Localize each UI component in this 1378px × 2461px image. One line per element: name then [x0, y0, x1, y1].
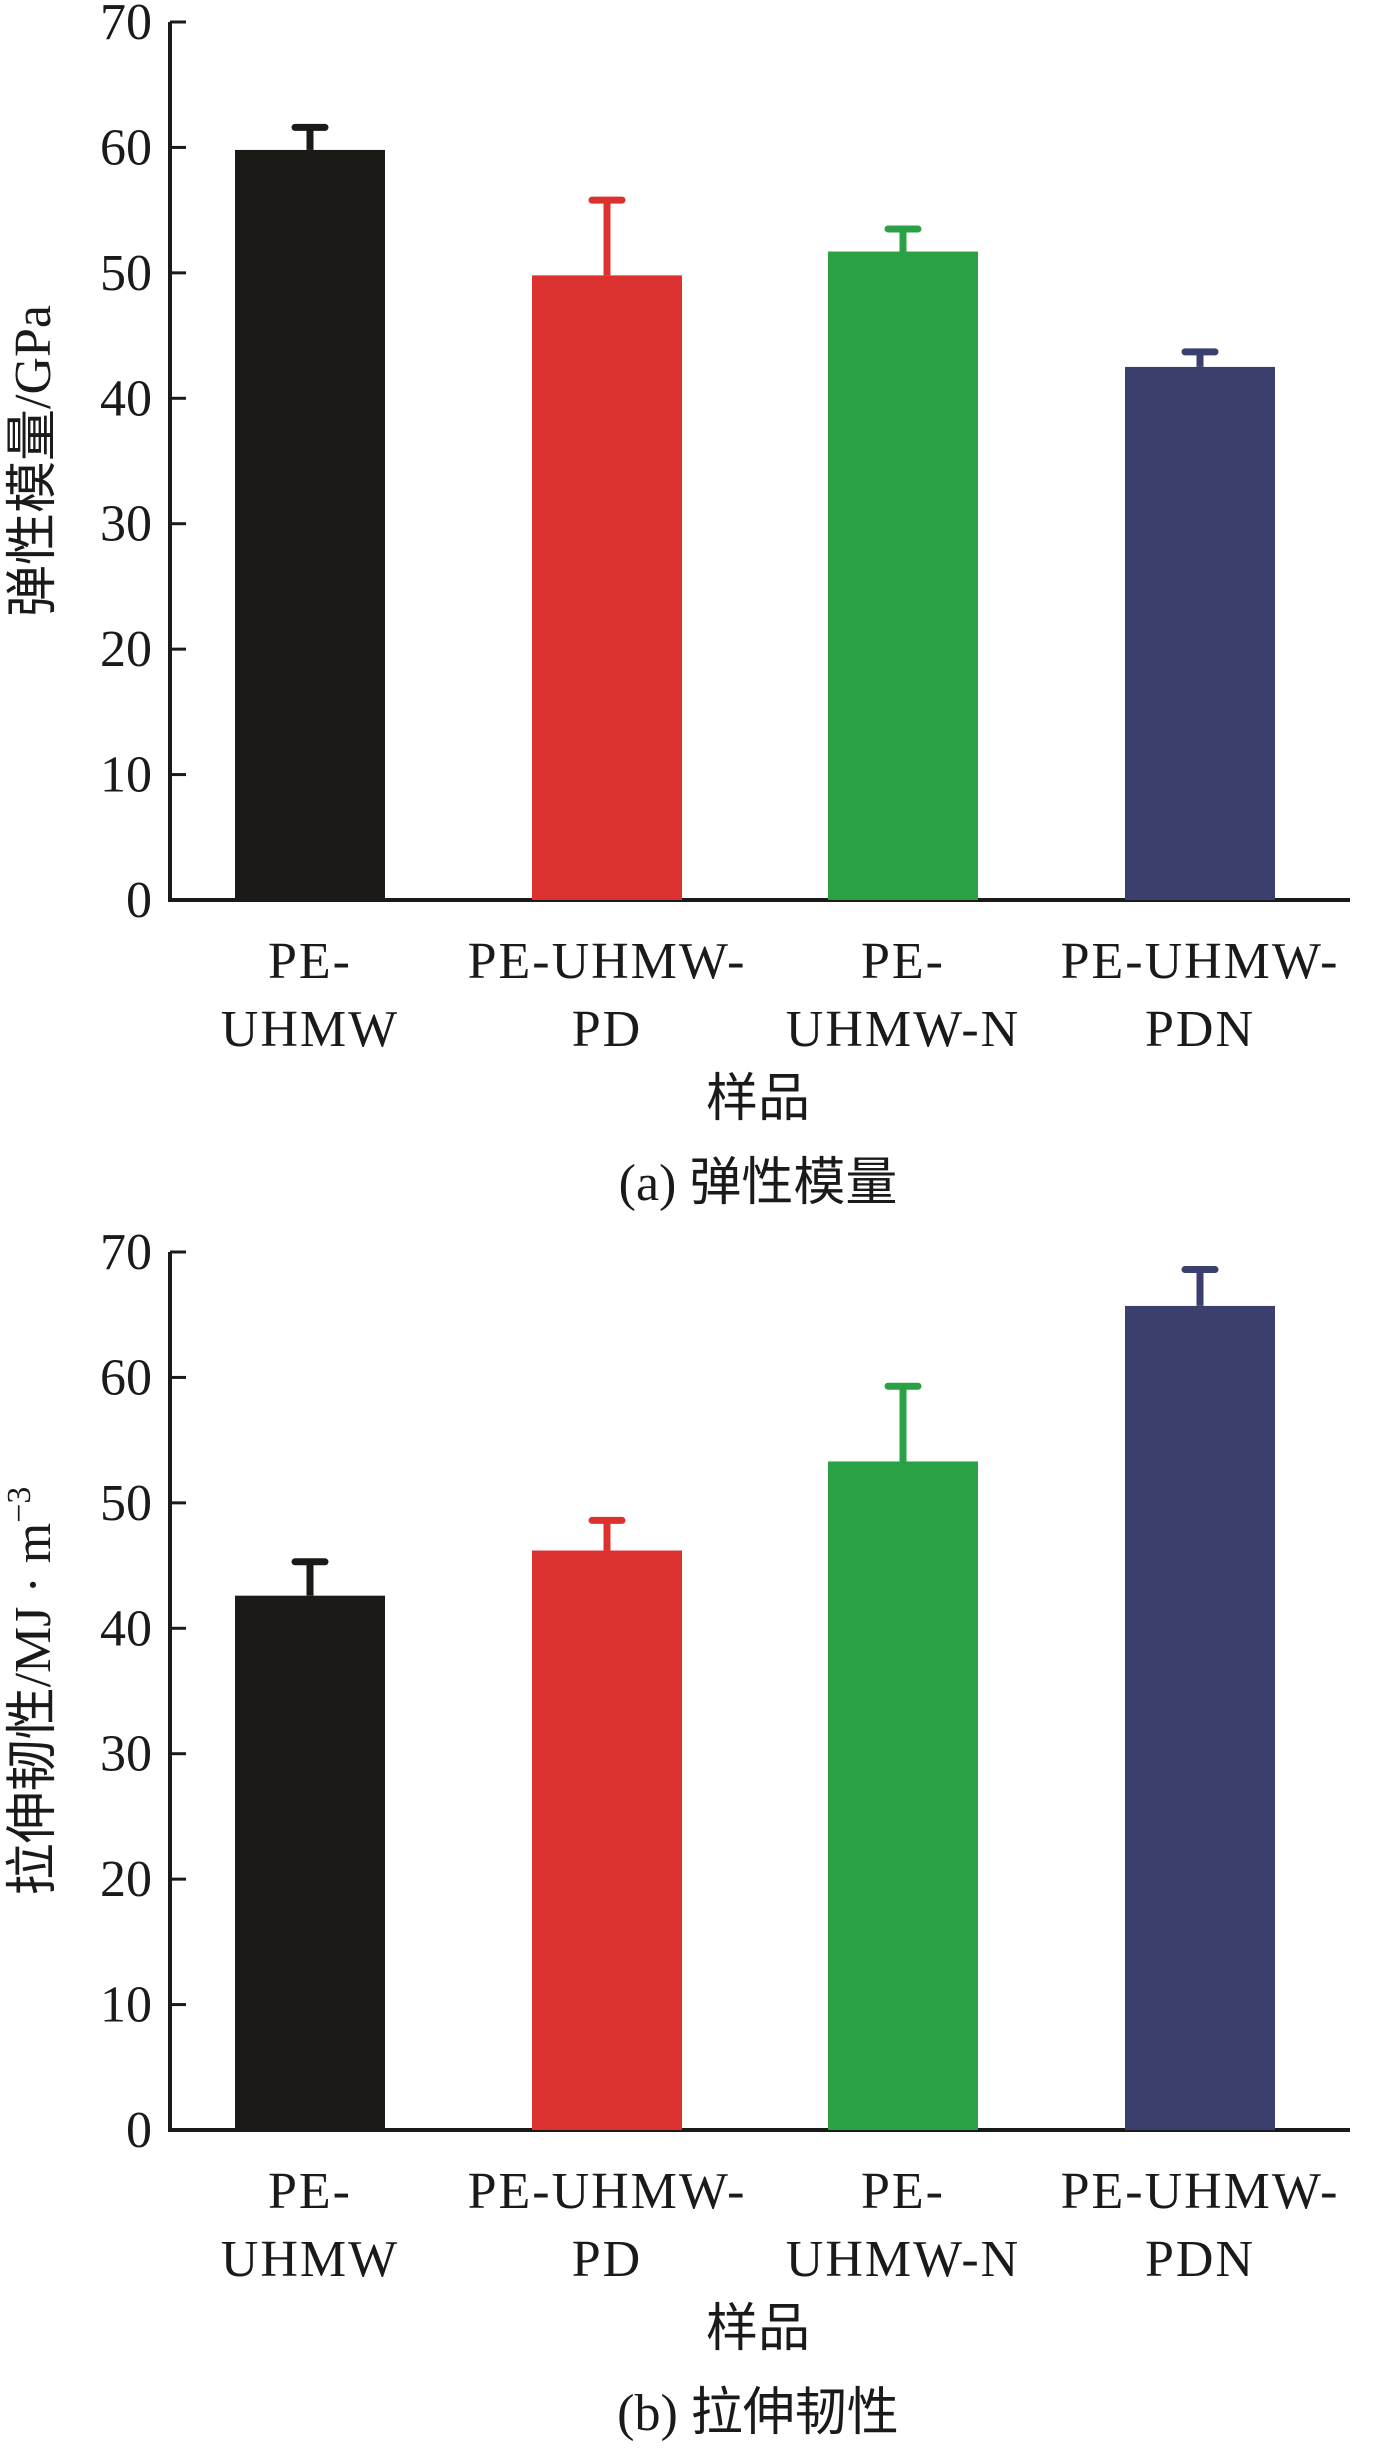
bar — [532, 1550, 682, 2130]
x-tick-label: PE- — [268, 2163, 352, 2220]
y-tick-label: 60 — [100, 119, 152, 176]
x-tick-label: PE-UHMW- — [1061, 2163, 1340, 2220]
bar — [532, 275, 682, 900]
y-axis-title-superscript: −3 — [1, 1487, 38, 1523]
bar — [828, 1461, 978, 2130]
elastic-modulus-chart: 010203040506070PE-UHMWPE-UHMW-PDPE-UHMW-… — [5, 0, 1350, 1212]
y-tick-label: 70 — [100, 1230, 152, 1281]
y-axis-title-text: 弹性模量/GPa — [5, 305, 62, 617]
panel-caption: (a) 弹性模量 — [619, 1155, 898, 1212]
x-tick-label: PE- — [268, 933, 352, 990]
y-axis-title-text: 拉伸韧性/MJ · m — [5, 1523, 62, 1896]
panel-caption: (b) 拉伸韧性 — [617, 2385, 899, 2442]
y-tick-label: 10 — [100, 747, 152, 804]
y-tick-label: 50 — [100, 1475, 152, 1532]
chart-panel-b: 0 10 20 30 40 50 60 70 PE- UHMW PE-UHMW- PD PE- UHMW-… — [0, 1230, 1378, 2461]
y-tick-label: 0 — [126, 872, 152, 929]
y-tick-label: 30 — [100, 1726, 152, 1783]
y-tick-label: 10 — [100, 1977, 152, 2034]
x-tick-label: PDN — [1145, 2231, 1255, 2288]
y-tick-label: 50 — [100, 245, 152, 302]
x-tick-label: UHMW — [221, 1001, 399, 1058]
y-axis-title: 拉伸韧性/MJ · m−3 — [1, 1487, 62, 1896]
y-tick-label: 30 — [100, 496, 152, 553]
bar — [235, 1595, 385, 2130]
x-tick-label: UHMW-N — [786, 1001, 1020, 1058]
x-tick-label: PD — [572, 1001, 642, 1058]
x-tick-label: UHMW — [221, 2231, 399, 2288]
x-axis-title: 样品 — [706, 2301, 810, 2358]
x-tick-label: PD — [572, 2231, 642, 2288]
x-tick-label: PE-UHMW- — [468, 933, 747, 990]
y-tick-label: 40 — [100, 1600, 152, 1657]
y-tick-label: 20 — [100, 1851, 152, 1908]
tensile-toughness-chart: 010203040506070PE-UHMWPE-UHMW-PDPE-UHMW-… — [1, 1230, 1350, 2442]
bar — [828, 251, 978, 900]
chart-panel-a: 0 10 20 30 40 50 60 70 PE- UHMW PE-UHMW- PD PE- UHMW-… — [0, 0, 1378, 1230]
bar — [235, 149, 385, 901]
y-tick-label: 60 — [100, 1349, 152, 1406]
y-tick-label: 40 — [100, 370, 152, 427]
y-axis-title: 弹性模量/GPa — [5, 305, 62, 617]
bar — [1125, 1305, 1275, 2130]
y-tick-label: 70 — [100, 0, 152, 51]
x-axis-title: 样品 — [706, 1071, 810, 1128]
x-tick-label: PE- — [861, 933, 945, 990]
y-tick-label: 20 — [100, 621, 152, 678]
y-tick-label: 0 — [126, 2102, 152, 2159]
x-tick-label: PE-UHMW- — [1061, 933, 1340, 990]
x-tick-label: PE- — [861, 2163, 945, 2220]
x-tick-label: PE-UHMW- — [468, 2163, 747, 2220]
x-tick-label: PDN — [1145, 1001, 1255, 1058]
bar — [1125, 366, 1275, 900]
x-tick-label: UHMW-N — [786, 2231, 1020, 2288]
